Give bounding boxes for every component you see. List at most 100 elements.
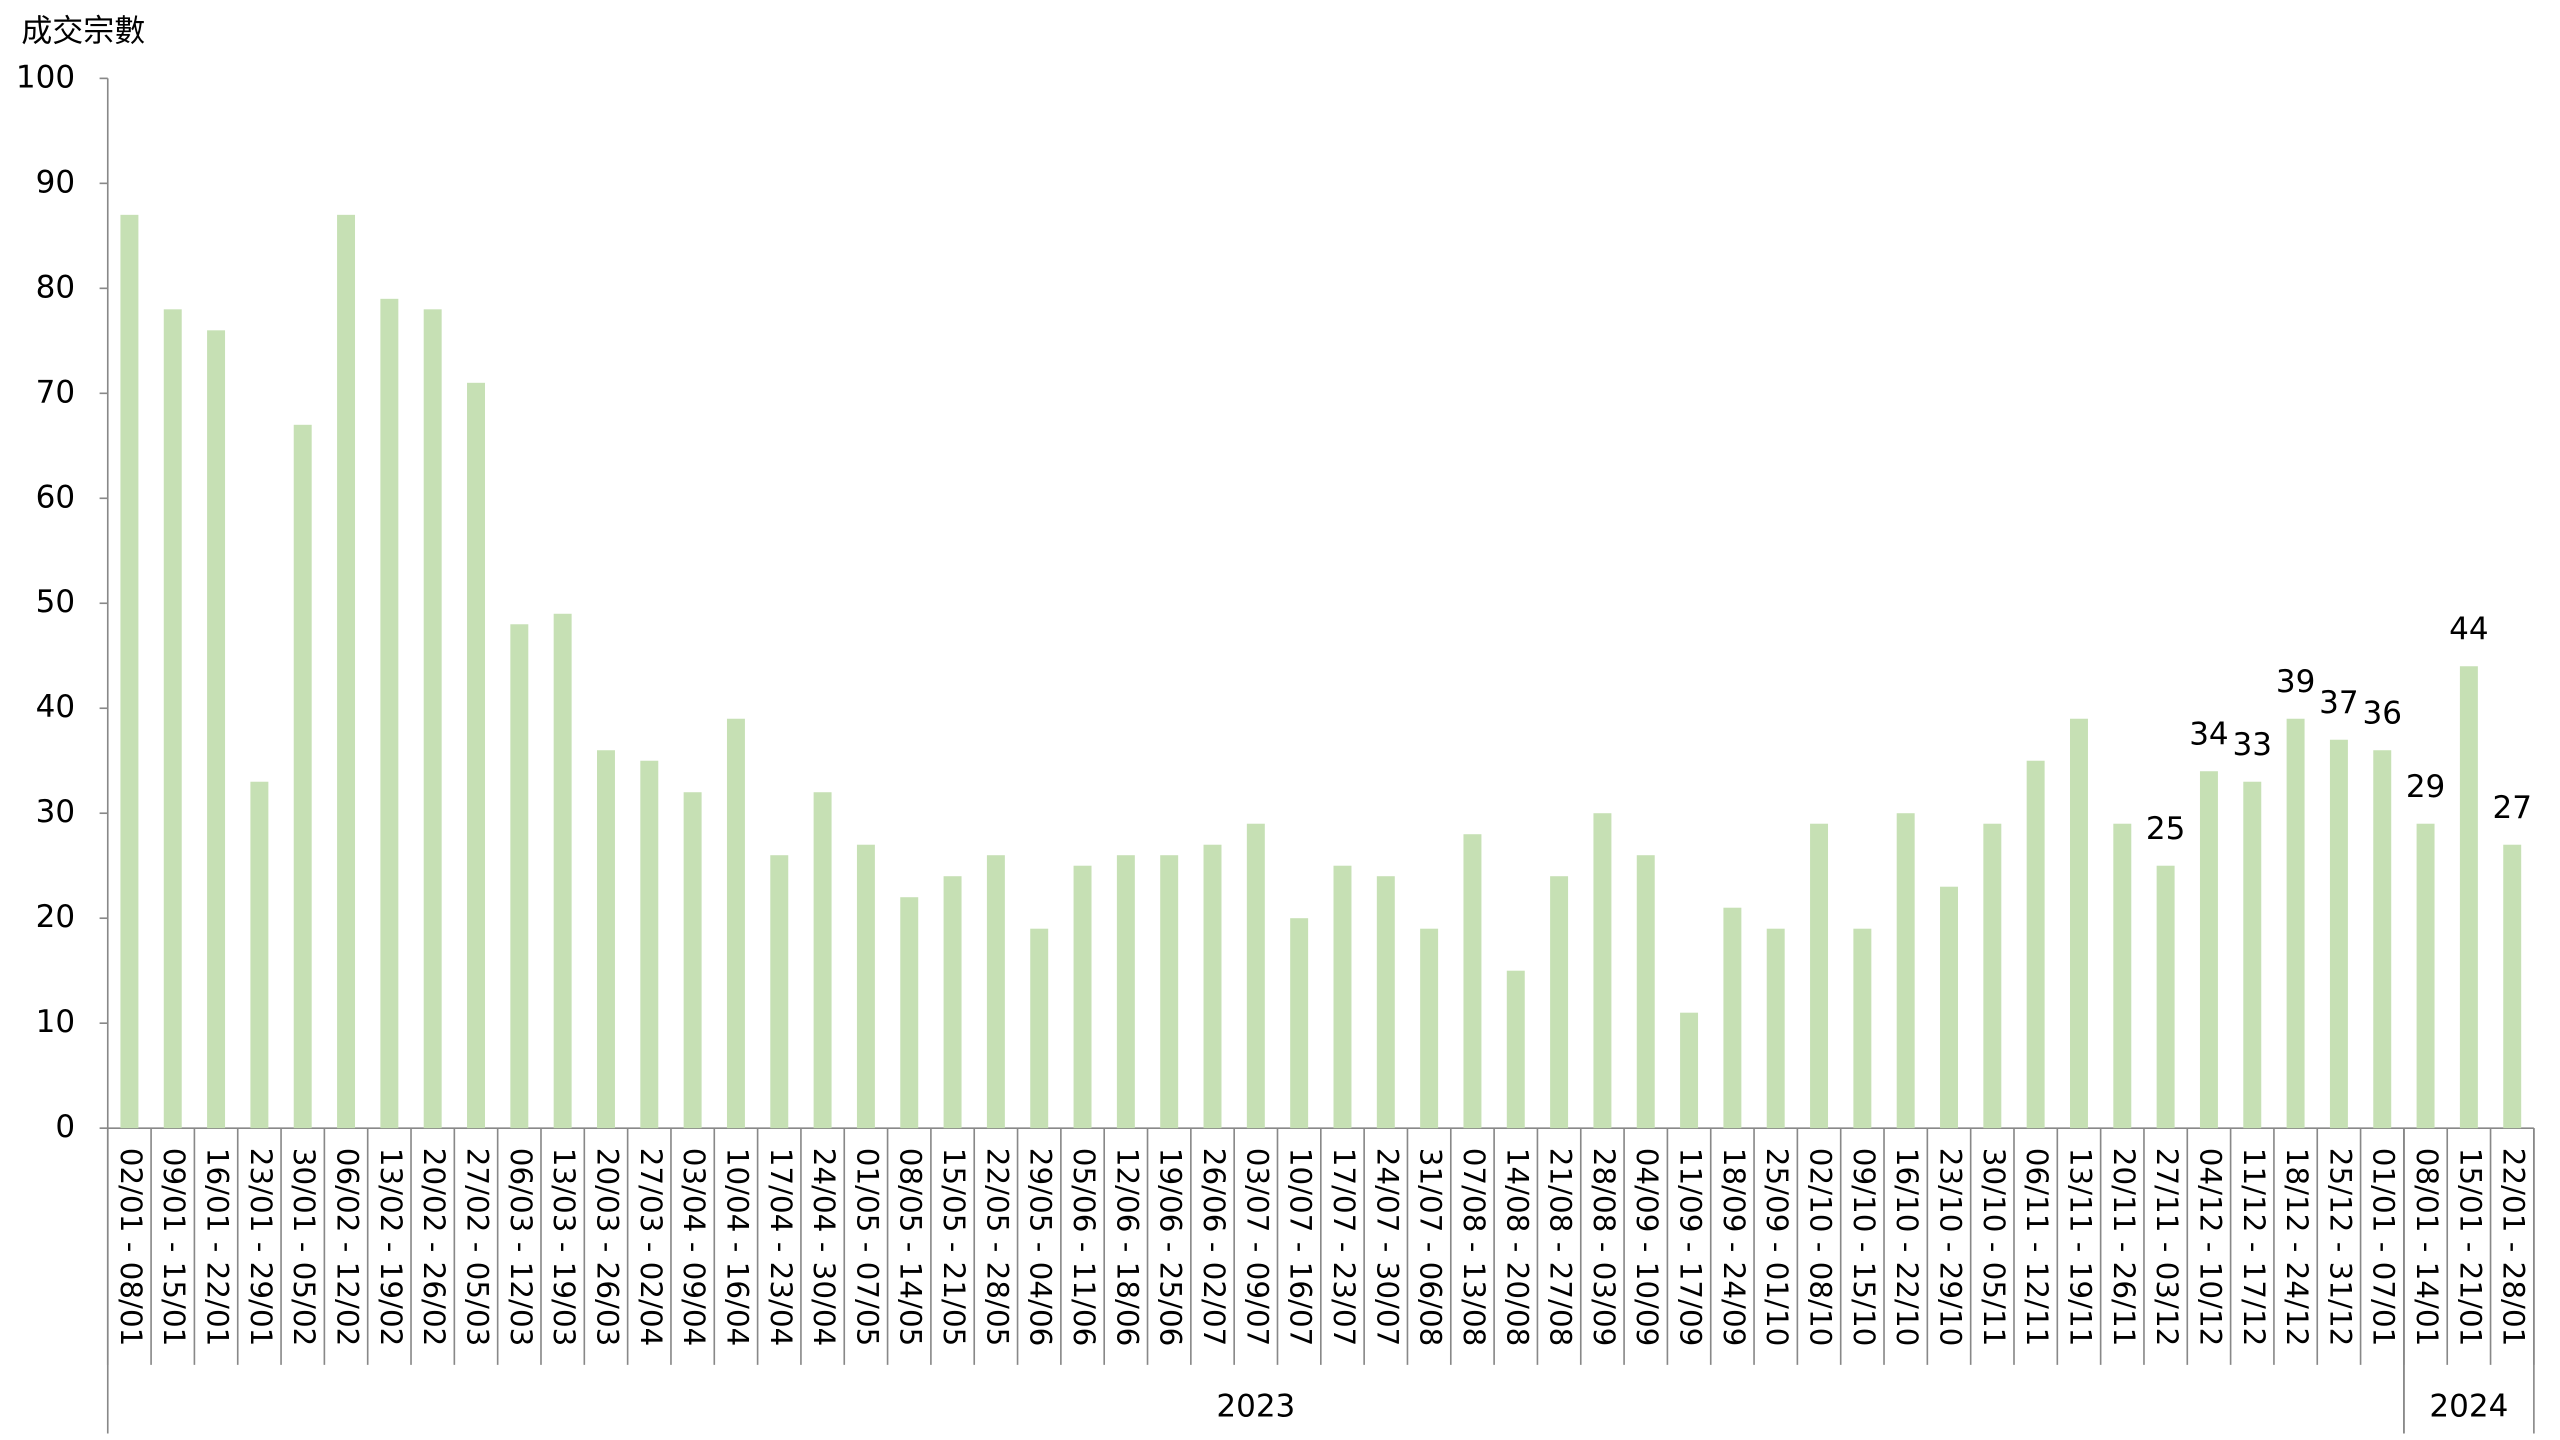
y-tick-label: 80	[36, 269, 75, 305]
bar	[553, 613, 572, 1129]
x-tick-label: 02/10 - 08/10	[1804, 1148, 1838, 1347]
x-tick-label: 22/05 - 28/05	[980, 1148, 1014, 1347]
y-tick-label: 60	[36, 479, 75, 515]
x-tick-label: 15/01 - 21/01	[2453, 1148, 2487, 1347]
data-label: 33	[2233, 727, 2272, 763]
bar	[813, 792, 832, 1129]
x-tick-label: 06/03 - 12/03	[504, 1148, 538, 1347]
y-tick-label: 10	[36, 1004, 75, 1040]
bar	[510, 624, 529, 1129]
x-tick-label: 02/01 - 08/01	[114, 1148, 148, 1347]
bar	[2156, 865, 2175, 1129]
bar	[640, 760, 659, 1129]
bar	[380, 298, 399, 1129]
bar	[986, 855, 1005, 1129]
bar	[120, 214, 139, 1129]
x-tick-label: 15/05 - 21/05	[937, 1148, 971, 1347]
x-tick-label: 21/08 - 27/08	[1544, 1148, 1578, 1347]
y-tick-label: 20	[36, 899, 75, 935]
bar	[1463, 834, 1482, 1129]
x-tick-label: 20/11 - 26/11	[2107, 1148, 2141, 1347]
x-tick-label: 27/11 - 03/12	[2150, 1148, 2184, 1347]
bar	[2026, 760, 2045, 1129]
x-tick-label: 08/01 - 14/01	[2410, 1148, 2444, 1347]
x-tick-label: 10/07 - 16/07	[1284, 1148, 1318, 1347]
x-tick-label: 20/03 - 26/03	[590, 1148, 624, 1347]
bar	[250, 781, 269, 1129]
bar	[1636, 855, 1655, 1129]
bar	[596, 750, 615, 1129]
bar	[2243, 781, 2262, 1129]
bar	[207, 330, 226, 1129]
x-tick-label: 05/06 - 11/06	[1067, 1148, 1101, 1347]
bar	[1333, 865, 1352, 1129]
bar	[770, 855, 789, 1129]
bar	[467, 382, 485, 1129]
bar	[1723, 907, 1742, 1129]
bar	[2373, 750, 2392, 1129]
x-tick-label: 13/03 - 19/03	[547, 1148, 581, 1347]
bar	[1766, 928, 1785, 1129]
x-tick-label: 17/07 - 23/07	[1327, 1148, 1361, 1347]
bar	[1810, 823, 1829, 1129]
x-tick-label: 16/01 - 22/01	[201, 1148, 235, 1347]
data-label: 25	[2146, 811, 2185, 847]
bar	[856, 844, 875, 1129]
bar	[163, 309, 182, 1129]
x-tick-label: 26/06 - 02/07	[1197, 1148, 1231, 1347]
x-tick-label: 25/12 - 31/12	[2323, 1148, 2357, 1347]
y-tick-label: 100	[16, 59, 75, 95]
x-tick-label: 08/05 - 14/05	[894, 1148, 928, 1347]
x-tick-label: 09/01 - 15/01	[157, 1148, 191, 1347]
x-tick-label: 09/10 - 15/10	[1847, 1148, 1881, 1347]
bar	[1030, 928, 1049, 1129]
bar	[1290, 918, 1309, 1129]
x-tick-label: 24/04 - 30/04	[807, 1148, 841, 1347]
y-tick-label: 70	[36, 374, 75, 410]
bar	[1593, 813, 1612, 1129]
y-tick-label: 50	[36, 584, 75, 620]
data-label: 39	[2276, 664, 2315, 700]
bar	[726, 718, 745, 1129]
x-tick-label: 27/02 - 05/03	[461, 1148, 495, 1347]
bar	[2113, 823, 2132, 1129]
y-axis-title: 成交宗數	[21, 14, 145, 50]
bar	[1376, 876, 1395, 1129]
bar	[2329, 739, 2348, 1129]
y-tick-label: 40	[36, 689, 75, 725]
bar	[2416, 823, 2435, 1129]
bar	[1853, 928, 1872, 1129]
bar	[1506, 970, 1525, 1129]
x-tick-label: 30/01 - 05/02	[287, 1148, 321, 1347]
x-tick-label: 11/12 - 17/12	[2237, 1148, 2271, 1347]
x-tick-label: 25/09 - 01/10	[1760, 1148, 1794, 1347]
x-tick-label: 13/11 - 19/11	[2063, 1148, 2097, 1347]
bar	[2286, 718, 2305, 1129]
data-label: 34	[2189, 716, 2228, 752]
x-tick-label: 23/10 - 29/10	[1934, 1148, 1968, 1347]
bar	[1680, 1012, 1699, 1129]
x-tick-label: 23/01 - 29/01	[244, 1148, 278, 1347]
y-tick-label: 0	[55, 1109, 75, 1145]
data-label: 37	[2319, 685, 2358, 721]
x-tick-label: 28/08 - 03/09	[1587, 1148, 1621, 1347]
bar	[293, 424, 312, 1129]
x-tick-label: 03/07 - 09/07	[1240, 1148, 1274, 1347]
bar	[1940, 886, 1958, 1129]
bar	[423, 309, 442, 1129]
bar	[1203, 844, 1222, 1129]
x-tick-label: 01/01 - 07/01	[2367, 1148, 2401, 1347]
bar	[2199, 771, 2218, 1129]
bar	[2503, 844, 2522, 1129]
y-tick-label: 90	[36, 164, 75, 200]
bar	[1550, 876, 1569, 1129]
x-tick-label: 01/05 - 07/05	[850, 1148, 884, 1347]
x-tick-label: 04/09 - 10/09	[1630, 1148, 1664, 1347]
x-tick-label: 13/02 - 19/02	[374, 1148, 408, 1347]
x-tick-label: 16/10 - 22/10	[1890, 1148, 1924, 1347]
group-label: 2024	[2429, 1388, 2508, 1424]
x-tick-label: 12/06 - 18/06	[1110, 1148, 1144, 1347]
x-tick-label: 18/12 - 24/12	[2280, 1148, 2314, 1347]
